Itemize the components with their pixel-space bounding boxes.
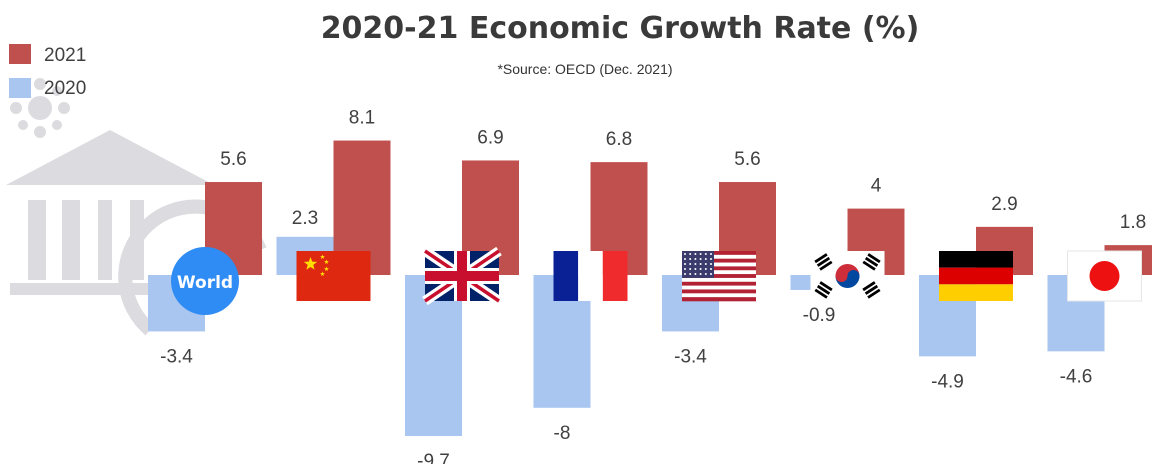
world-badge-label: World <box>177 273 233 293</box>
value-label-2020-2: -9.7 <box>417 451 450 464</box>
value-label-2021-3: 6.8 <box>606 129 632 150</box>
world-badge-icon: World <box>171 247 239 315</box>
legend-label-2020: 2020 <box>44 78 86 99</box>
value-label-2020-6: -4.9 <box>931 371 964 392</box>
value-label-2021-4: 5.6 <box>734 149 760 170</box>
value-label-2021-7: 1.8 <box>1120 212 1146 233</box>
value-labels: -3.4 5.6 2.3 8.1 -9.7 6.9 -8 6.8 -3.4 5.6 -0.9 4 -4.… <box>160 108 1146 464</box>
chart-subtitle: *Source: OECD (Dec. 2021) <box>497 61 672 77</box>
germany-flag-icon <box>939 251 1013 301</box>
china-flag-icon <box>296 251 371 301</box>
japan-flag-icon <box>1067 250 1142 302</box>
value-label-2021-2: 6.9 <box>477 127 503 148</box>
france-flag-icon <box>553 251 628 301</box>
value-label-2020-5: -0.9 <box>803 305 836 326</box>
value-label-2021-0: 5.6 <box>220 149 246 170</box>
value-label-2020-3: -8 <box>554 423 571 444</box>
value-label-2021-6: 2.9 <box>991 194 1017 215</box>
category-icons: World <box>171 246 1142 315</box>
usa-flag-icon <box>682 251 756 302</box>
value-label-2021-1: 8.1 <box>349 108 375 129</box>
value-label-2020-1: 2.3 <box>292 208 318 229</box>
value-label-2020-7: -4.6 <box>1060 366 1093 387</box>
legend-swatch-2020 <box>9 78 31 98</box>
value-label-2020-4: -3.4 <box>674 346 707 367</box>
uk-flag-icon <box>422 246 502 306</box>
bar-2020-2 <box>405 275 462 437</box>
legend: 2021 2020 <box>9 44 86 99</box>
legend-label-2021: 2021 <box>44 45 86 66</box>
chart-title: 2020-21 Economic Growth Rate (%) <box>321 11 920 46</box>
legend-swatch-2021 <box>9 44 31 64</box>
value-label-2021-5: 4 <box>871 176 882 197</box>
value-label-2020-0: -3.4 <box>160 346 193 367</box>
korea-flag-icon <box>810 251 885 301</box>
